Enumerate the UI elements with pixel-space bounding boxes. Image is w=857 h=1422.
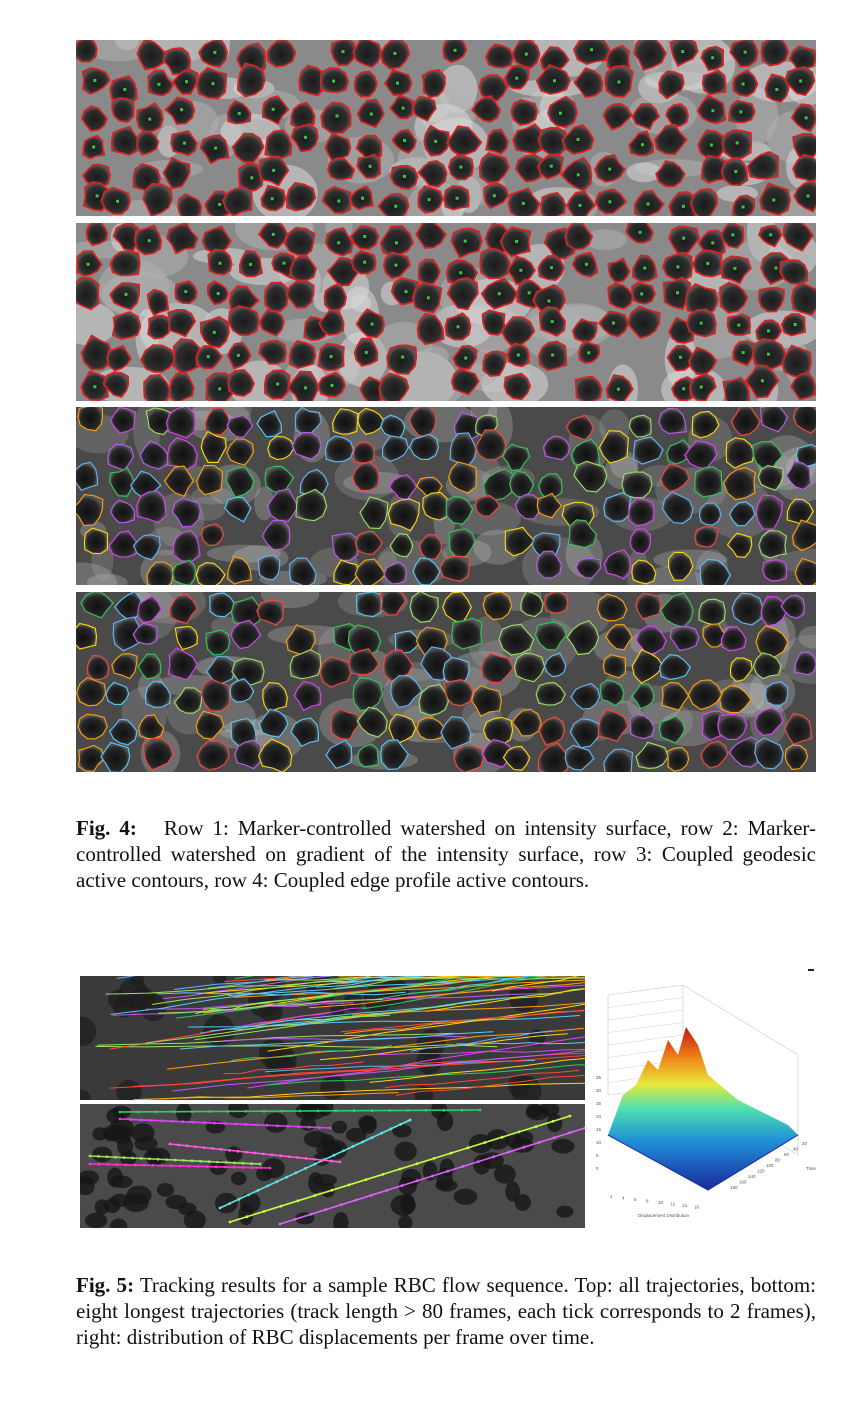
svg-text:4: 4 bbox=[622, 1196, 625, 1201]
svg-text:6: 6 bbox=[634, 1197, 637, 1202]
fig4-row2-image bbox=[76, 223, 816, 401]
svg-text:100: 100 bbox=[766, 1163, 774, 1168]
svg-text:15: 15 bbox=[596, 1127, 602, 1132]
svg-text:10: 10 bbox=[596, 1140, 602, 1145]
svg-text:180: 180 bbox=[730, 1185, 738, 1190]
svg-text:2: 2 bbox=[610, 1194, 613, 1199]
svg-text:60: 60 bbox=[784, 1152, 790, 1157]
fig5-displacement-surface-plot: 0 5 10 15 20 25 30 35 2 4 6 8 10 12 14 16 20 40 60 80 100 120… bbox=[588, 985, 823, 1225]
fig5-caption-text: Tracking results for a sample RBC flow s… bbox=[76, 1273, 816, 1349]
fig4-row3-image bbox=[76, 407, 816, 585]
page-mark bbox=[808, 969, 814, 971]
fig4-row1-image bbox=[76, 40, 816, 216]
svg-text:16: 16 bbox=[694, 1205, 700, 1210]
svg-text:14: 14 bbox=[682, 1203, 688, 1208]
svg-text:Displacement Distribution: Displacement Distribution bbox=[638, 1213, 690, 1218]
fig5-all-trajectories-image bbox=[80, 976, 585, 1100]
svg-text:20: 20 bbox=[596, 1114, 602, 1119]
svg-text:40: 40 bbox=[793, 1147, 799, 1152]
fig4-caption-text: Row 1: Marker-controlled watershed on in… bbox=[76, 816, 816, 892]
fig5-label: Fig. 5 bbox=[76, 1273, 128, 1297]
svg-text:10: 10 bbox=[658, 1200, 664, 1205]
svg-text:0: 0 bbox=[596, 1166, 599, 1171]
svg-text:25: 25 bbox=[596, 1101, 602, 1106]
svg-text:80: 80 bbox=[775, 1158, 781, 1163]
fig5-longest-trajectories-image bbox=[80, 1104, 585, 1228]
svg-text:Time: Time bbox=[806, 1166, 816, 1171]
svg-text:140: 140 bbox=[748, 1174, 756, 1179]
svg-text:8: 8 bbox=[646, 1199, 649, 1204]
fig4-label: Fig. 4 bbox=[76, 816, 130, 840]
svg-text:35: 35 bbox=[596, 1075, 602, 1080]
fig4-caption: Fig. 4: Row 1: Marker-controlled watersh… bbox=[76, 816, 816, 892]
svg-text:5: 5 bbox=[596, 1153, 599, 1158]
svg-text:120: 120 bbox=[757, 1169, 765, 1174]
svg-text:160: 160 bbox=[739, 1180, 747, 1185]
svg-text:30: 30 bbox=[596, 1088, 602, 1093]
fig5-caption: Fig. 5: Tracking results for a sample RB… bbox=[76, 1273, 816, 1349]
svg-text:20: 20 bbox=[802, 1141, 808, 1146]
fig4-row4-image bbox=[76, 592, 816, 772]
svg-text:12: 12 bbox=[670, 1202, 676, 1207]
